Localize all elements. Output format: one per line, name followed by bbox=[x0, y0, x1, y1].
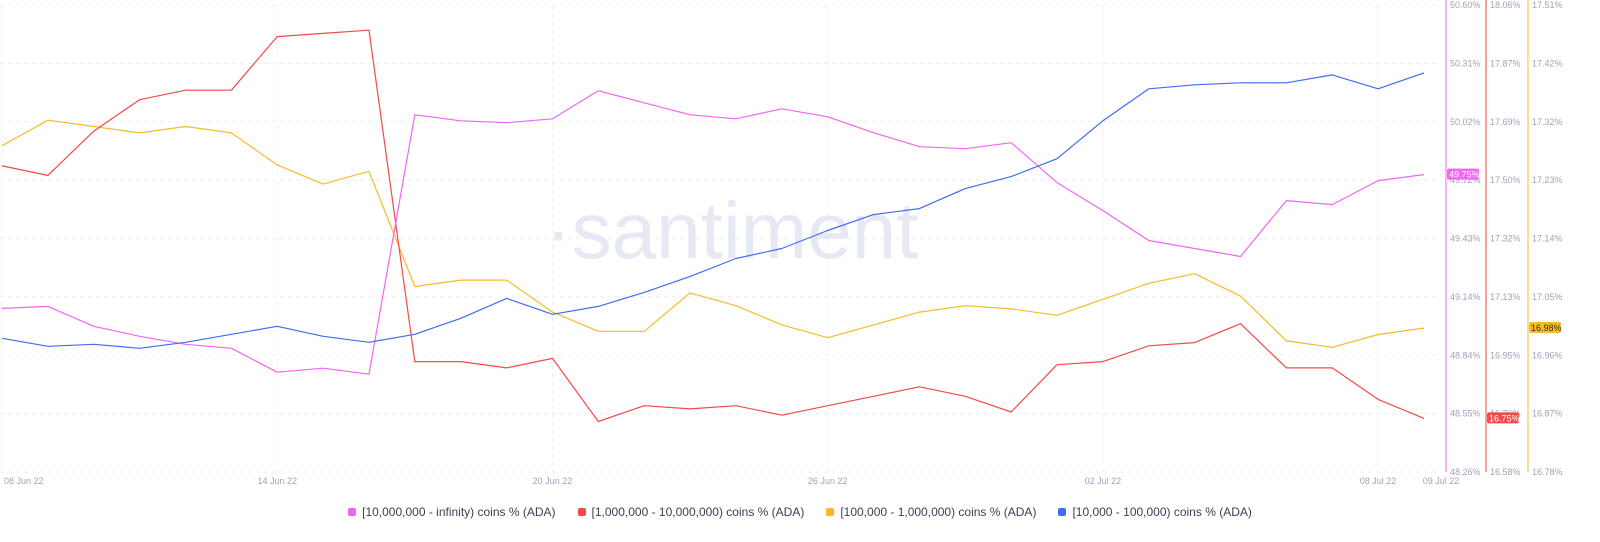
pink-badge-bg bbox=[1447, 168, 1479, 180]
yellow-axis-tick-label: 16.78% bbox=[1532, 467, 1563, 477]
red-axis-tick-label: 16.95% bbox=[1490, 350, 1521, 360]
x-axis-tick-label: 08 Jun 22 bbox=[4, 476, 44, 486]
series-line bbox=[1, 72, 1425, 349]
red-axis-tick-label: 17.13% bbox=[1490, 292, 1521, 302]
red-axis-tick-label: 18.06% bbox=[1490, 0, 1521, 10]
series-line bbox=[1, 119, 1425, 348]
legend-label: [10,000 - 100,000) coins % (ADA) bbox=[1072, 505, 1252, 519]
pink-axis-tick-label: 49.14% bbox=[1450, 292, 1481, 302]
x-axis-tick-label: 20 Jun 22 bbox=[533, 476, 573, 486]
yellow-axis-tick-label: 17.32% bbox=[1532, 117, 1563, 127]
pink-axis-tick-label: 50.02% bbox=[1450, 117, 1481, 127]
pink-axis-tick-label: 49.72% bbox=[1450, 175, 1481, 185]
yellow-axis-tick-label: 17.14% bbox=[1532, 234, 1563, 244]
x-axis-tick-label: 08 Jul 22 bbox=[1360, 476, 1397, 486]
legend-label: [1,000,000 - 10,000,000) coins % (ADA) bbox=[591, 505, 805, 519]
legend-item-whales[interactable]: [10,000,000 - infinity) coins % (ADA) bbox=[348, 505, 556, 519]
x-axis-ticks: 08 Jun 22 14 Jun 22 20 Jun 22 26 Jun 22 02 J… bbox=[4, 476, 1459, 486]
yellow-axis-tick-label: 16.87% bbox=[1532, 409, 1563, 419]
red-badge-bg bbox=[1487, 412, 1519, 424]
yellow-axis-tick-label: 17.51% bbox=[1532, 0, 1563, 10]
yellow-badge-bg bbox=[1529, 322, 1561, 334]
yellow-badge-value: 16.98% bbox=[1531, 323, 1562, 333]
legend-label: [100,000 - 1,000,000) coins % (ADA) bbox=[840, 505, 1037, 519]
y-axes: 50.60% 50.31% 50.02% 49.72% 49.43% 49.14% 48.8… bbox=[1445, 0, 1563, 477]
last-value-badges: 49.75% 16.75% 16.98% bbox=[1447, 168, 1562, 424]
legend-label: [10,000,000 - infinity) coins % (ADA) bbox=[362, 505, 556, 519]
pink-axis-tick-label: 48.26% bbox=[1450, 467, 1481, 477]
yellow-axis-tick-label: 17.42% bbox=[1532, 58, 1563, 68]
yellow-axis-tick-label: 17.23% bbox=[1532, 175, 1563, 185]
series-line bbox=[1, 29, 1425, 423]
red-axis-tick-label: 17.87% bbox=[1490, 58, 1521, 68]
series-line bbox=[1, 90, 1425, 375]
pink-axis-tick-label: 48.55% bbox=[1450, 409, 1481, 419]
pink-axis-tick-label: 50.60% bbox=[1450, 0, 1481, 10]
line-chart: ·santiment 50.60% 50.31% 50.02% 49.72% 49.43… bbox=[0, 0, 1563, 486]
yellow-axis-tick-label: 17.05% bbox=[1532, 292, 1563, 302]
red-axis-tick-label: 17.32% bbox=[1490, 234, 1521, 244]
pink-axis-tick-label: 49.43% bbox=[1450, 234, 1481, 244]
legend-item-small[interactable]: [10,000 - 100,000) coins % (ADA) bbox=[1058, 505, 1252, 519]
x-axis-tick-label: 14 Jun 22 bbox=[257, 476, 297, 486]
series-lines bbox=[1, 29, 1425, 423]
pink-axis-tick-label: 48.84% bbox=[1450, 350, 1481, 360]
x-axis-tick-label: 26 Jun 22 bbox=[808, 476, 848, 486]
legend-item-large[interactable]: [1,000,000 - 10,000,000) coins % (ADA) bbox=[577, 505, 805, 519]
red-axis-tick-label: 17.69% bbox=[1490, 117, 1521, 127]
yellow-axis-tick-label: 16.96% bbox=[1532, 350, 1563, 360]
legend-swatch bbox=[577, 508, 586, 516]
chart-grid bbox=[0, 4, 1440, 473]
legend-swatch bbox=[1058, 508, 1067, 516]
legend-swatch bbox=[826, 508, 835, 516]
pink-axis-tick-label: 50.31% bbox=[1450, 58, 1481, 68]
legend: [10,000,000 - infinity) coins % (ADA) [1… bbox=[0, 505, 1600, 519]
x-axis-tick-label: 02 Jul 22 bbox=[1085, 476, 1122, 486]
red-axis-tick-label: 16.58% bbox=[1490, 467, 1521, 477]
santiment-watermark: ·santiment bbox=[545, 186, 918, 275]
x-axis-tick-label: 09 Jul 22 bbox=[1423, 476, 1460, 486]
legend-item-medium[interactable]: [100,000 - 1,000,000) coins % (ADA) bbox=[826, 505, 1036, 519]
pink-badge-value: 49.75% bbox=[1449, 170, 1480, 180]
red-axis-tick-label: 17.50% bbox=[1490, 175, 1521, 185]
legend-swatch bbox=[348, 508, 357, 516]
red-badge-value: 16.75% bbox=[1489, 413, 1520, 423]
